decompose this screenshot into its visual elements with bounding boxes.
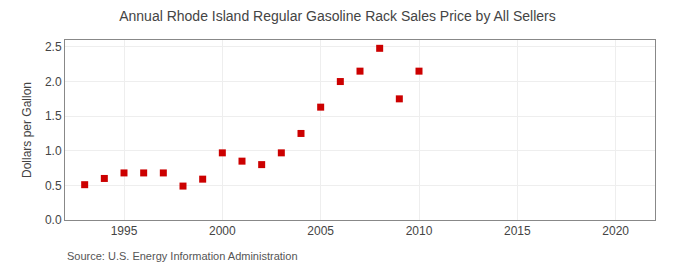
svg-text:2015: 2015 [504,224,531,238]
svg-text:2020: 2020 [602,224,629,238]
svg-text:Annual Rhode Island Regular Ga: Annual Rhode Island Regular Gasoline Rac… [119,8,556,24]
svg-text:2000: 2000 [209,224,236,238]
svg-text:2005: 2005 [307,224,334,238]
svg-text:2.0: 2.0 [45,75,62,89]
svg-text:0.5: 0.5 [45,179,62,193]
svg-text:1.0: 1.0 [45,144,62,158]
svg-text:0.0: 0.0 [45,213,62,227]
svg-text:Source: U.S. Energy Informatio: Source: U.S. Energy Information Administ… [67,250,298,262]
svg-text:2.5: 2.5 [45,40,62,54]
svg-text:Dollars per Gallon: Dollars per Gallon [20,82,34,178]
svg-text:2010: 2010 [406,224,433,238]
svg-text:1.5: 1.5 [45,109,62,123]
svg-text:1995: 1995 [111,224,138,238]
